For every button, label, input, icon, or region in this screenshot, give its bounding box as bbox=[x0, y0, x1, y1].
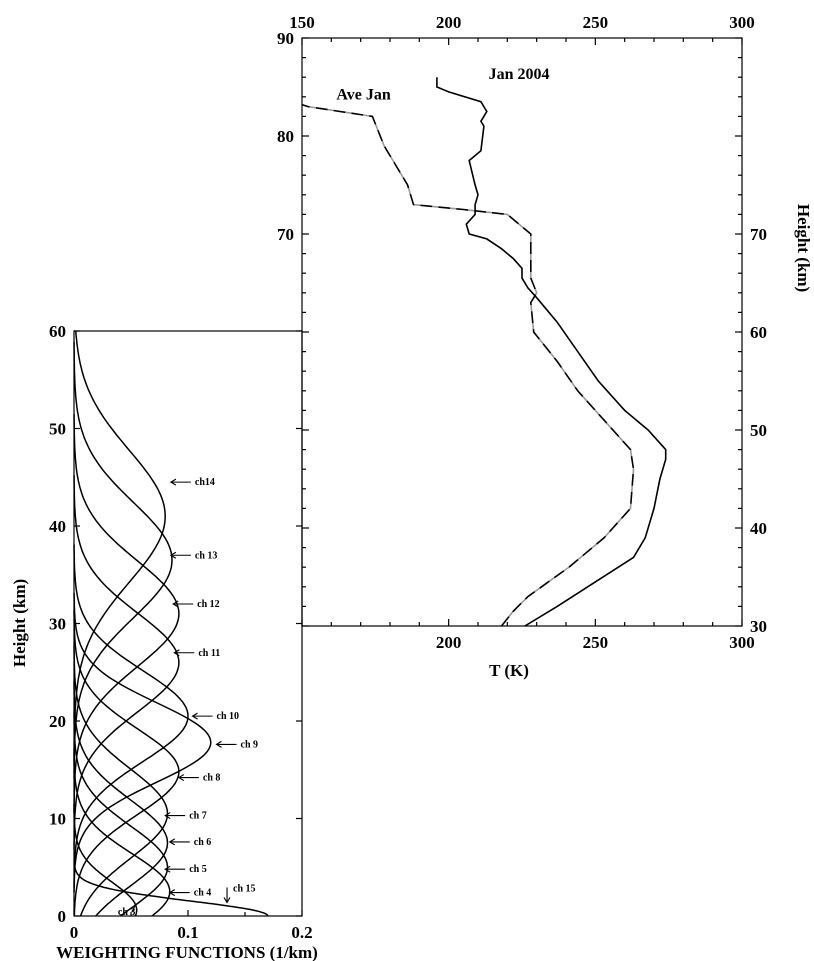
t-y-left-tick-label: 70 bbox=[277, 225, 294, 244]
weighting-curve-ch14 bbox=[73, 330, 166, 766]
weighting-curve-ch12 bbox=[73, 414, 180, 814]
weighting-curve-ch6 bbox=[73, 680, 169, 917]
wf-channel-label: ch 9 bbox=[241, 739, 259, 750]
wf-channel-label: ch 8 bbox=[203, 773, 221, 784]
temperature-series-label: Jan 2004 bbox=[489, 66, 550, 83]
wf-arrowhead bbox=[215, 740, 222, 748]
t-y-left-tick-label: 90 bbox=[277, 29, 294, 48]
weighting-curve-ch7 bbox=[73, 645, 169, 917]
wf-arrowhead bbox=[177, 774, 185, 782]
temperature-frame bbox=[301, 37, 743, 627]
t-x-top-tick-label: 150 bbox=[289, 13, 315, 32]
t-y-right-tick-label: 40 bbox=[750, 519, 767, 538]
wf-arrowhead bbox=[168, 889, 176, 897]
wf-channel-label: ch14 bbox=[195, 477, 215, 488]
wf-arrowhead bbox=[164, 812, 171, 820]
wf-channel-label: ch 5 bbox=[189, 864, 207, 875]
temperature-line-ave-jan-gaps bbox=[301, 103, 635, 627]
temperature-x-axis-title: T (K) bbox=[489, 661, 529, 680]
wf-arrowhead bbox=[223, 897, 231, 904]
wf-y-tick-label: 40 bbox=[49, 517, 66, 536]
wf-channel-label: ch 10 bbox=[217, 711, 240, 722]
t-y-right-tick-label: 50 bbox=[750, 421, 767, 440]
weighting-curve-ch9 bbox=[73, 592, 212, 893]
wf-x-tick-label: 0.1 bbox=[177, 923, 198, 942]
wf-channel-label: ch 4 bbox=[194, 888, 212, 899]
wf-arrowhead bbox=[164, 865, 171, 873]
weighting-curve-ch11 bbox=[73, 475, 180, 850]
weighting-curve-ch8 bbox=[73, 609, 180, 916]
temperature-line-jan-2004 bbox=[436, 77, 667, 627]
weighting-function-panel: 0 10 20 30 40 50 60 0 0.1 0.2 ch14 ch 13 ch 12 ch 11… bbox=[10, 322, 318, 961]
wf-x-tick-label: 0.2 bbox=[291, 923, 312, 942]
t-y-left-tick-label: 80 bbox=[277, 127, 294, 146]
t-x-bottom-tick-label: 300 bbox=[729, 633, 755, 652]
wf-channel-label: ch 12 bbox=[197, 599, 220, 610]
temperature-profile-panel: 150 200 250 300 200 250 300 70 80 90 30 40 50 60 70 Av… bbox=[277, 13, 813, 680]
temperature-y-axis-title: Height (km) bbox=[794, 204, 813, 292]
weighting-curve-ch13 bbox=[73, 341, 173, 779]
wf-y-tick-label: 50 bbox=[49, 420, 66, 439]
wf-channel-label: ch 6 bbox=[194, 837, 212, 848]
t-y-right-tick-label: 70 bbox=[750, 225, 767, 244]
wf-channel-label: ch 7 bbox=[189, 811, 207, 822]
wf-y-tick-label: 0 bbox=[58, 907, 67, 926]
weighting-curve-ch5 bbox=[73, 711, 169, 917]
wf-channel-label: ch 15 bbox=[233, 884, 256, 895]
t-x-top-tick-label: 300 bbox=[729, 13, 755, 32]
wf-arrowhead bbox=[169, 478, 177, 486]
wf-y-tick-label: 60 bbox=[49, 322, 66, 341]
wf-channel-label: ch 3 bbox=[118, 907, 136, 918]
t-y-right-tick-label: 30 bbox=[750, 617, 767, 636]
t-x-bottom-tick-label: 200 bbox=[436, 633, 462, 652]
wf-y-tick-label: 20 bbox=[49, 712, 66, 731]
weighting-curve-ch10 bbox=[73, 544, 189, 888]
weighting-function-frame bbox=[73, 330, 303, 917]
t-y-right-tick-label: 60 bbox=[750, 323, 767, 342]
wf-y-tick-label: 10 bbox=[49, 810, 66, 829]
wf-x-tick-label: 0 bbox=[70, 923, 79, 942]
wf-arrowhead bbox=[172, 600, 179, 608]
wf-y-tick-label: 30 bbox=[49, 615, 66, 634]
wf-arrowhead bbox=[169, 551, 177, 559]
temperature-line-ave-jan bbox=[301, 103, 635, 627]
wf-channel-label: ch 11 bbox=[198, 648, 220, 659]
t-x-top-tick-label: 200 bbox=[436, 13, 462, 32]
wf-arrowhead bbox=[173, 649, 180, 657]
t-x-top-tick-label: 250 bbox=[583, 13, 609, 32]
temperature-series-label: Ave Jan bbox=[336, 87, 390, 104]
wf-arrowhead bbox=[168, 838, 176, 846]
t-x-bottom-tick-label: 250 bbox=[583, 633, 609, 652]
weighting-function-x-axis-title: WEIGHTING FUNCTIONS (1/km) bbox=[56, 943, 318, 961]
wf-arrowhead bbox=[191, 712, 198, 720]
weighting-function-y-axis-title: Height (km) bbox=[10, 579, 29, 667]
wf-channel-label: ch 13 bbox=[195, 550, 218, 561]
wf-arrow bbox=[131, 903, 137, 913]
